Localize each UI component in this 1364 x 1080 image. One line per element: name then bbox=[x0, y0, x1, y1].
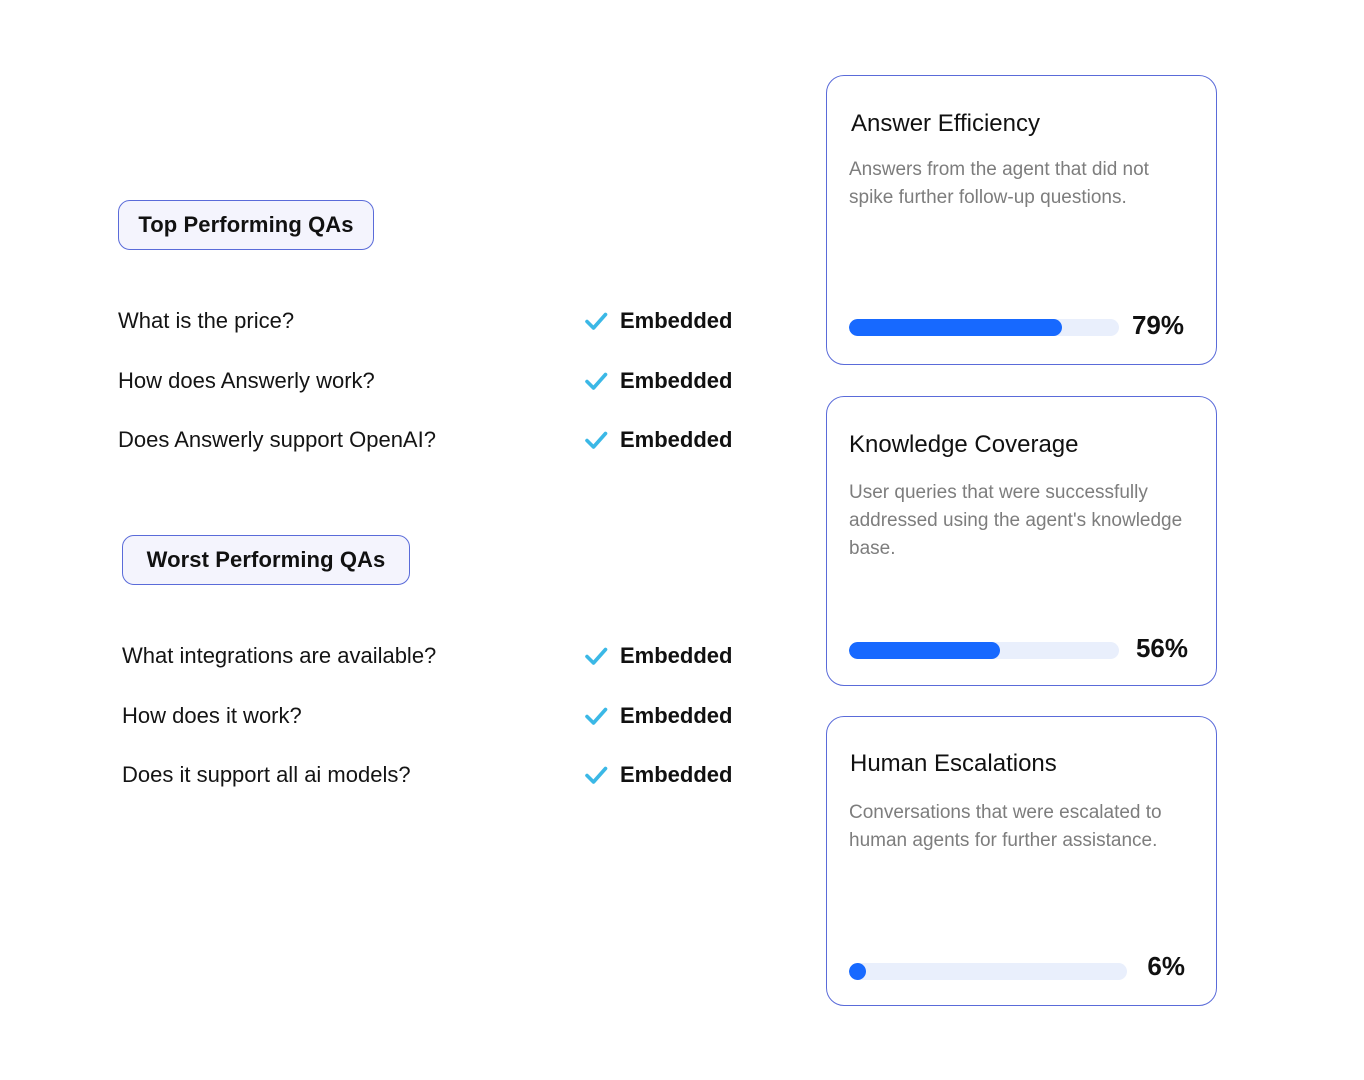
progress-fill bbox=[849, 319, 1063, 336]
card-title: Knowledge Coverage bbox=[849, 431, 1079, 458]
progress-value: 79% bbox=[1131, 310, 1184, 340]
check-icon bbox=[585, 647, 608, 665]
check-icon bbox=[585, 707, 608, 725]
progress-fill bbox=[849, 642, 1001, 659]
progress-bar bbox=[849, 963, 1127, 980]
qa-row: Does Answerly support OpenAI? Embedded bbox=[118, 425, 758, 455]
qa-status: Embedded bbox=[584, 366, 732, 396]
card-title: Human Escalations bbox=[850, 750, 1057, 777]
card-description: User queries that were successfully addr… bbox=[849, 482, 1183, 559]
qa-row: How does Answerly work? Embedded bbox=[118, 366, 758, 396]
qa-question: How does Answerly work? bbox=[118, 368, 375, 393]
check-icon bbox=[585, 431, 608, 449]
qa-status: Embedded bbox=[584, 641, 732, 671]
progress-value: 6% bbox=[1147, 951, 1185, 981]
check-icon bbox=[585, 312, 608, 330]
status-label: Embedded bbox=[620, 368, 733, 393]
card-description: Conversations that were escalated to hum… bbox=[849, 802, 1162, 851]
qa-status: Embedded bbox=[584, 701, 732, 731]
metric-card-knowledge-coverage: Knowledge Coverage User queries that wer… bbox=[826, 396, 1217, 686]
qa-row: Does it support all ai models? Embedded bbox=[122, 760, 762, 790]
progress-fill bbox=[849, 963, 866, 980]
status-label: Embedded bbox=[620, 703, 733, 728]
qa-status: Embedded bbox=[584, 425, 732, 455]
status-label: Embedded bbox=[620, 643, 733, 668]
status-label: Embedded bbox=[620, 427, 733, 452]
qa-question: Does Answerly support OpenAI? bbox=[118, 427, 436, 452]
check-icon bbox=[585, 766, 608, 784]
metric-card-answer-efficiency: Answer Efficiency Answers from the agent… bbox=[826, 75, 1217, 365]
qa-row: How does it work? Embedded bbox=[122, 701, 762, 731]
qa-question: Does it support all ai models? bbox=[122, 762, 411, 787]
card-description: Answers from the agent that did not spik… bbox=[849, 159, 1149, 208]
check-icon bbox=[585, 372, 608, 390]
worst-performing-label: Worst Performing QAs bbox=[122, 535, 410, 585]
top-performing-label: Top Performing QAs bbox=[118, 200, 374, 250]
status-label: Embedded bbox=[620, 762, 733, 787]
progress-value: 56% bbox=[1135, 633, 1188, 663]
card-title: Answer Efficiency bbox=[851, 110, 1040, 137]
qa-row: What integrations are available? Embedde… bbox=[122, 641, 762, 671]
qa-row: What is the price? Embedded bbox=[118, 306, 758, 336]
qa-status: Embedded bbox=[584, 306, 732, 336]
qa-question: What is the price? bbox=[118, 308, 295, 333]
qa-status: Embedded bbox=[584, 760, 732, 790]
status-label: Embedded bbox=[620, 308, 733, 333]
progress-bar bbox=[849, 319, 1119, 336]
qa-question: What integrations are available? bbox=[122, 643, 437, 668]
qa-question: How does it work? bbox=[122, 703, 302, 728]
metric-card-human-escalations: Human Escalations Conversations that wer… bbox=[826, 716, 1217, 1006]
progress-bar bbox=[849, 642, 1119, 659]
